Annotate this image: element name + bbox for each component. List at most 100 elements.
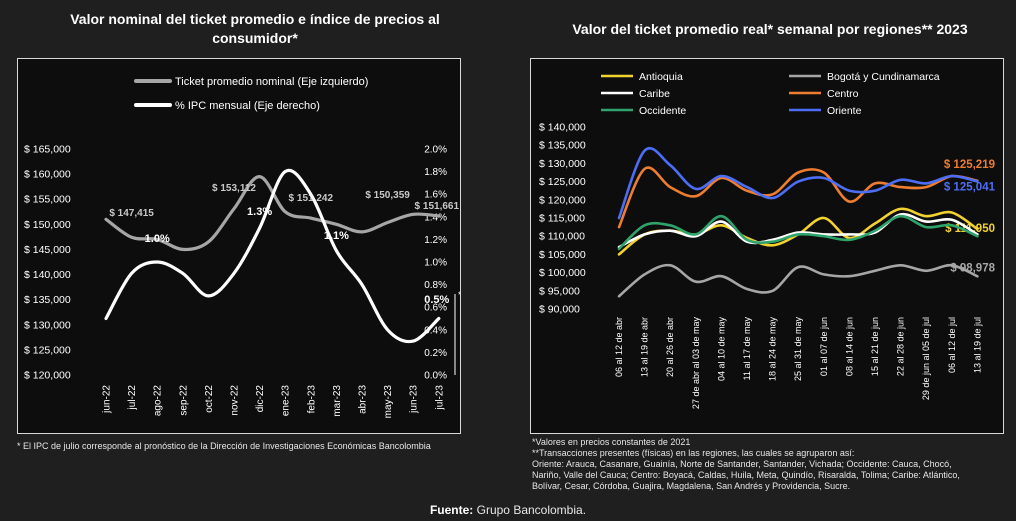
- x-axis-tick-label: oct-22: [204, 385, 215, 413]
- x-axis-tick-label: 11 al 17 de may: [742, 317, 752, 381]
- left-chart: $ 120,000 $ 125,000 $ 130,000 $ 135,000 $ 14…: [24, 76, 462, 419]
- y-axis-tick-label: $ 140,000: [24, 269, 71, 281]
- y-axis-tick-label: $ 115,000: [539, 213, 585, 225]
- legend-label: Centro: [827, 88, 859, 100]
- legend-label: Occidente: [639, 105, 686, 117]
- data-label: $ 153,112: [212, 183, 256, 194]
- ipc-forecast-asterisk: *: [458, 290, 460, 300]
- y-axis-tick-label: $ 135,000: [24, 294, 71, 306]
- source-line: Fuente: Grupo Bancolombia.: [0, 503, 1016, 517]
- x-axis-tick-label: 15 al 21 de jun: [870, 317, 880, 376]
- data-label: 1.0%: [145, 233, 170, 245]
- y2-axis-tick-label: 0.8%: [424, 280, 447, 291]
- source-label: Fuente:: [429, 503, 474, 517]
- data-label: 1.3%: [247, 206, 272, 218]
- y-axis-tick-label: $ 125,000: [539, 176, 586, 188]
- y-axis-tick-label: $ 140,000: [539, 122, 586, 134]
- y2-axis-tick-label: 0.0%: [424, 371, 447, 382]
- x-axis-tick-label: 20 al 26 de abr: [665, 317, 675, 377]
- x-axis-tick-label: mar-23: [332, 385, 343, 417]
- data-label: $ 147,415: [109, 208, 154, 219]
- x-axis-tick-label: feb-23: [306, 385, 317, 414]
- y-axis-tick-label: $ 95,000: [539, 285, 580, 297]
- x-axis-tick-label: jul-22: [127, 385, 138, 411]
- y-axis-tick-label: $ 105,000: [539, 249, 586, 261]
- series-line: [617, 263, 979, 298]
- y2-axis-tick-label: 1.0%: [424, 258, 447, 269]
- footnote-line: Nariño, Valle del Cauca; Centro: Boyacá,…: [532, 470, 960, 480]
- footnote-line: Bolívar, Cesar, Córdoba, Guajira, Magdal…: [532, 481, 851, 491]
- y2-axis-tick-label: 2.0%: [424, 145, 447, 156]
- x-axis-tick-label: jun-23: [409, 385, 420, 414]
- y-axis-tick-label: $ 125,000: [24, 344, 71, 356]
- y-axis-tick-label: $ 110,000: [539, 231, 585, 243]
- x-axis-tick-label: jul-23: [434, 385, 445, 411]
- left-chart-panel: $ 120,000 $ 125,000 $ 130,000 $ 135,000 $ 14…: [17, 58, 462, 434]
- legend-label: Antioquia: [639, 71, 683, 83]
- y2-axis-tick-label: 0.6%: [424, 303, 447, 314]
- y2-axis-tick-label: 1.8%: [424, 167, 447, 178]
- series-end-label: $ 125,041: [944, 181, 996, 193]
- series-line: [617, 166, 979, 229]
- y-axis-tick-label: $ 135,000: [539, 140, 586, 152]
- x-axis-tick-label: 04 al 10 de may: [716, 317, 726, 382]
- x-axis-tick-label: ago-22: [153, 385, 164, 417]
- footnote-line: *Valores en precios constantes de 2021: [532, 437, 691, 447]
- x-axis-tick-label: sep-22: [178, 385, 189, 416]
- x-axis-tick-label: 29 de jun al 05 de jul: [921, 317, 931, 400]
- y-axis-tick-label: $ 130,000: [24, 319, 71, 331]
- data-label: $ 151,661: [415, 201, 460, 212]
- data-label: 0.5%: [424, 294, 449, 306]
- x-axis-tick-label: dic-22: [255, 385, 266, 413]
- legend-label: % IPC mensual (Eje derecho): [175, 100, 320, 112]
- x-axis-tick-label: 13 al 19 de jul: [972, 317, 982, 373]
- x-axis-tick-label: may-23: [383, 385, 394, 419]
- y-axis-tick-label: $ 165,000: [24, 144, 71, 156]
- left-chart-title: Valor nominal del ticket promedio e índi…: [70, 11, 440, 46]
- data-label: $ 151,242: [289, 193, 334, 204]
- y-axis-tick-label: $ 120,000: [24, 370, 71, 382]
- y2-axis-tick-label: 0.4%: [424, 325, 447, 336]
- x-axis-tick-label: 08 al 14 de jun: [844, 317, 854, 376]
- y-axis-tick-label: $ 90,000: [539, 304, 580, 316]
- series-line: [104, 168, 441, 344]
- x-axis-tick-label: 13 al 19 de abr: [640, 317, 650, 377]
- y2-axis-tick-label: 1.6%: [424, 190, 447, 201]
- x-axis-tick-label: 01 al 07 de jun: [819, 317, 829, 376]
- x-axis-tick-label: 06 al 12 de jul: [947, 317, 957, 373]
- y-axis-tick-label: $ 145,000: [24, 244, 71, 256]
- data-label: 1.1%: [324, 230, 349, 242]
- right-chart-panel: $ 90,000 $ 95,000 $ 100,000 $ 105,000 $ 110,…: [530, 58, 1004, 434]
- y2-axis-tick-label: 1.4%: [424, 212, 447, 223]
- x-axis-tick-label: 18 al 24 de may: [768, 317, 778, 382]
- legend-label: Caribe: [639, 88, 670, 100]
- legend-label: Oriente: [827, 105, 862, 117]
- series-end-label: $ 125,219: [944, 159, 995, 171]
- x-axis-tick-label: abr-23: [358, 385, 369, 414]
- right-chart: $ 90,000 $ 95,000 $ 100,000 $ 105,000 $ 110,…: [539, 71, 996, 410]
- x-axis-tick-label: nov-22: [230, 385, 241, 416]
- x-axis-tick-label: 27 de abr al 03 de may: [691, 317, 701, 410]
- series-line: [617, 212, 979, 249]
- series-end-label: $ 98,978: [950, 262, 995, 274]
- footnote-line: Oriente: Arauca, Casanare, Guainía, Nort…: [532, 459, 952, 469]
- x-axis-tick-label: 25 al 31 de may: [793, 317, 803, 382]
- series-line: [617, 214, 979, 251]
- data-label: $ 150,359: [365, 190, 410, 201]
- x-axis-tick-label: 22 al 28 de jun: [896, 317, 906, 376]
- y-axis-tick-label: $ 120,000: [539, 194, 586, 206]
- footnote-line: **Transacciones presentes (físicas) en l…: [532, 448, 855, 458]
- legend-label: Ticket promedio nominal (Eje izquierdo): [175, 76, 368, 88]
- right-chart-title: Valor del ticket promedio real* semanal …: [572, 21, 968, 37]
- legend-label: Bogotá y Cundinamarca: [827, 71, 940, 83]
- y-axis-tick-label: $ 155,000: [24, 194, 71, 206]
- y-axis-tick-label: $ 160,000: [24, 169, 71, 181]
- series-line: [617, 147, 979, 220]
- y2-axis-tick-label: 1.2%: [424, 235, 447, 246]
- x-axis-tick-label: jun-22: [102, 385, 113, 414]
- right-chart-footnotes: *Valores en precios constantes de 2021 *…: [532, 437, 1002, 492]
- y2-axis-tick-label: 0.2%: [424, 348, 447, 359]
- x-axis-tick-label: ene-23: [281, 385, 292, 417]
- y-axis-tick-label: $ 150,000: [24, 219, 71, 231]
- left-chart-footnote: * El IPC de julio corresponde al pronóst…: [17, 441, 431, 451]
